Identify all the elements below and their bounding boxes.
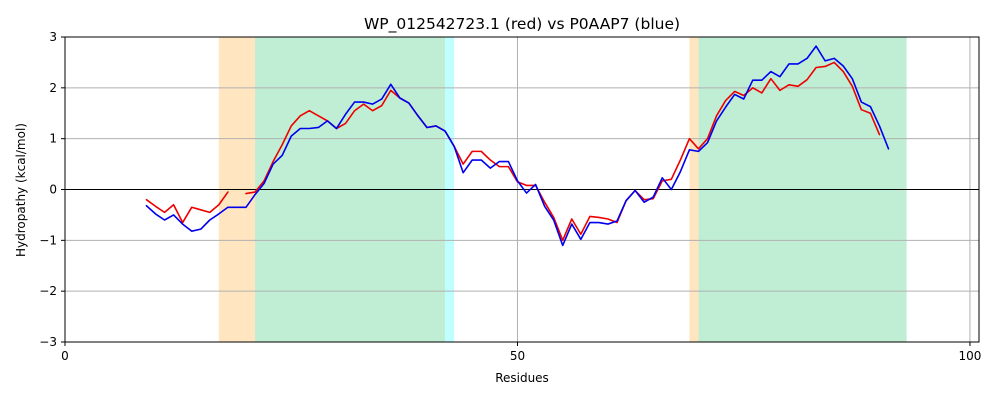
y-tick-label: −2 [39, 284, 57, 298]
y-tick-label: 1 [49, 132, 57, 146]
x-axis-title: Residues [495, 371, 549, 385]
y-tick-label: 0 [49, 183, 57, 197]
y-tick-label: −1 [39, 233, 57, 247]
series-line-red-segment-1 [245, 61, 881, 242]
y-tick-label: 3 [49, 30, 57, 44]
series-lines [145, 45, 890, 247]
x-tick-label: 0 [61, 349, 69, 363]
chart-title: WP_012542723.1 (red) vs P0AAP7 (blue) [364, 15, 680, 34]
y-axis-title: Hydropathy (kcal/mol) [14, 123, 28, 257]
y-tick-label: −3 [39, 335, 57, 349]
series-line-blue-segment-0 [145, 45, 890, 247]
x-tick-label: 100 [958, 349, 981, 363]
series-line-red-segment-0 [145, 191, 229, 224]
x-tick-label: 50 [510, 349, 525, 363]
tick-labels: 0 50 100 −3 −2 −1 0 1 2 3 [39, 30, 981, 363]
y-tick-label: 2 [49, 81, 57, 95]
